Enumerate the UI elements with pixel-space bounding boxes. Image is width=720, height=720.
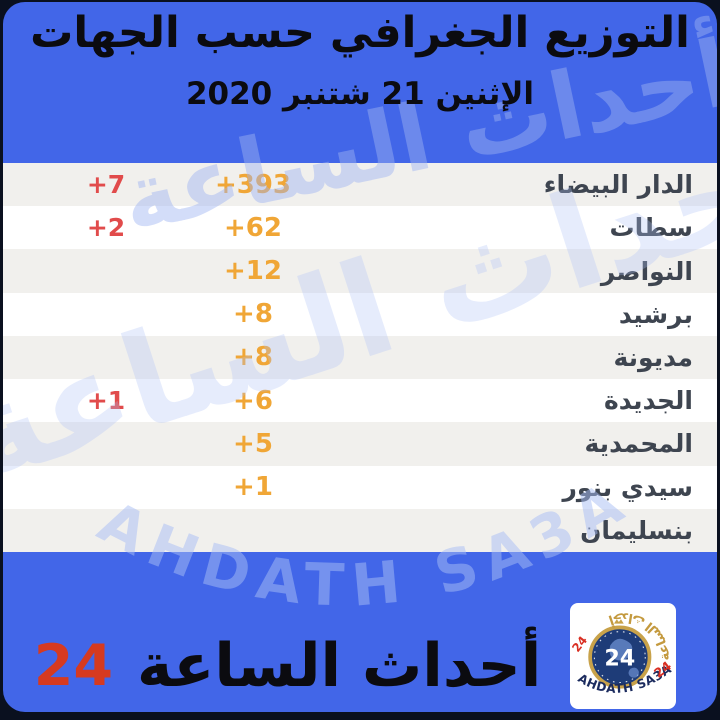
- region-value: +8: [233, 299, 273, 330]
- table-row: سطات +62 +2: [3, 206, 717, 250]
- region-value: +8: [233, 342, 273, 373]
- region-name: سطات: [609, 213, 693, 243]
- region-delta: +1: [86, 386, 126, 416]
- logo-center-number: 24: [604, 646, 635, 672]
- region-value: [201, 509, 305, 552]
- brand-number: 24: [33, 633, 114, 699]
- region-delta: +2: [86, 213, 126, 243]
- logo-map-shape: [609, 638, 633, 661]
- table-row: بنسليمان: [3, 508, 717, 552]
- region-value: +12: [224, 256, 282, 287]
- region-value: +6: [233, 385, 273, 416]
- region-delta: [61, 336, 151, 379]
- region-name: سيدي بنور: [562, 472, 693, 502]
- regions-table: الدار البيضاء +393 +7 سطات +62 +2 النواصر +12 بر…: [3, 163, 717, 552]
- clock-logo-icon: 24 أحداث الساعة AHDATH SA3A 24 24: [570, 609, 674, 696]
- table-row: مديونة +8: [3, 335, 717, 380]
- date-subtitle: الإثنين 21 شتنبر 2020: [185, 76, 535, 112]
- brand-wordmark: أحداث الساعة 24: [15, 620, 560, 712]
- region-delta: [61, 249, 151, 292]
- table-row: المحمدية +5: [3, 422, 717, 466]
- table-row: سيدي بنور +1: [3, 465, 717, 509]
- region-name: مديونة: [613, 342, 693, 372]
- table-row: الجديدة +6 +1: [3, 379, 717, 423]
- logo-crown-icon: [613, 619, 624, 624]
- region-name: النواصر: [600, 256, 693, 286]
- table-row: برشيد +8: [3, 292, 717, 336]
- region-name: الجديدة: [603, 386, 693, 416]
- region-name: بنسليمان: [580, 515, 693, 545]
- region-delta: [61, 509, 151, 552]
- region-delta: [61, 466, 151, 509]
- region-value: +5: [233, 428, 273, 459]
- logo-left-number: 24: [570, 633, 590, 654]
- region-value: +62: [224, 212, 282, 243]
- logo-map-shape-small: [628, 667, 639, 678]
- region-value: +393: [214, 169, 292, 200]
- card-background: التوزيع الجغرافي حسب الجهات الإثنين 21 ش…: [3, 2, 717, 712]
- table-row: الدار البيضاء +393 +7: [3, 163, 717, 207]
- page-title: التوزيع الجغرافي حسب الجهات: [30, 8, 690, 58]
- region-name: الدار البيضاء: [543, 170, 693, 200]
- brand-text: أحداث الساعة: [137, 631, 542, 701]
- region-name: المحمدية: [584, 429, 693, 459]
- brand-logo: 24 أحداث الساعة AHDATH SA3A 24 24: [570, 603, 676, 709]
- region-delta: [61, 422, 151, 465]
- region-value: +1: [233, 472, 273, 503]
- region-delta: +7: [86, 170, 126, 200]
- region-name: برشيد: [618, 299, 693, 329]
- table-row: النواصر +12: [3, 249, 717, 293]
- region-delta: [61, 293, 151, 336]
